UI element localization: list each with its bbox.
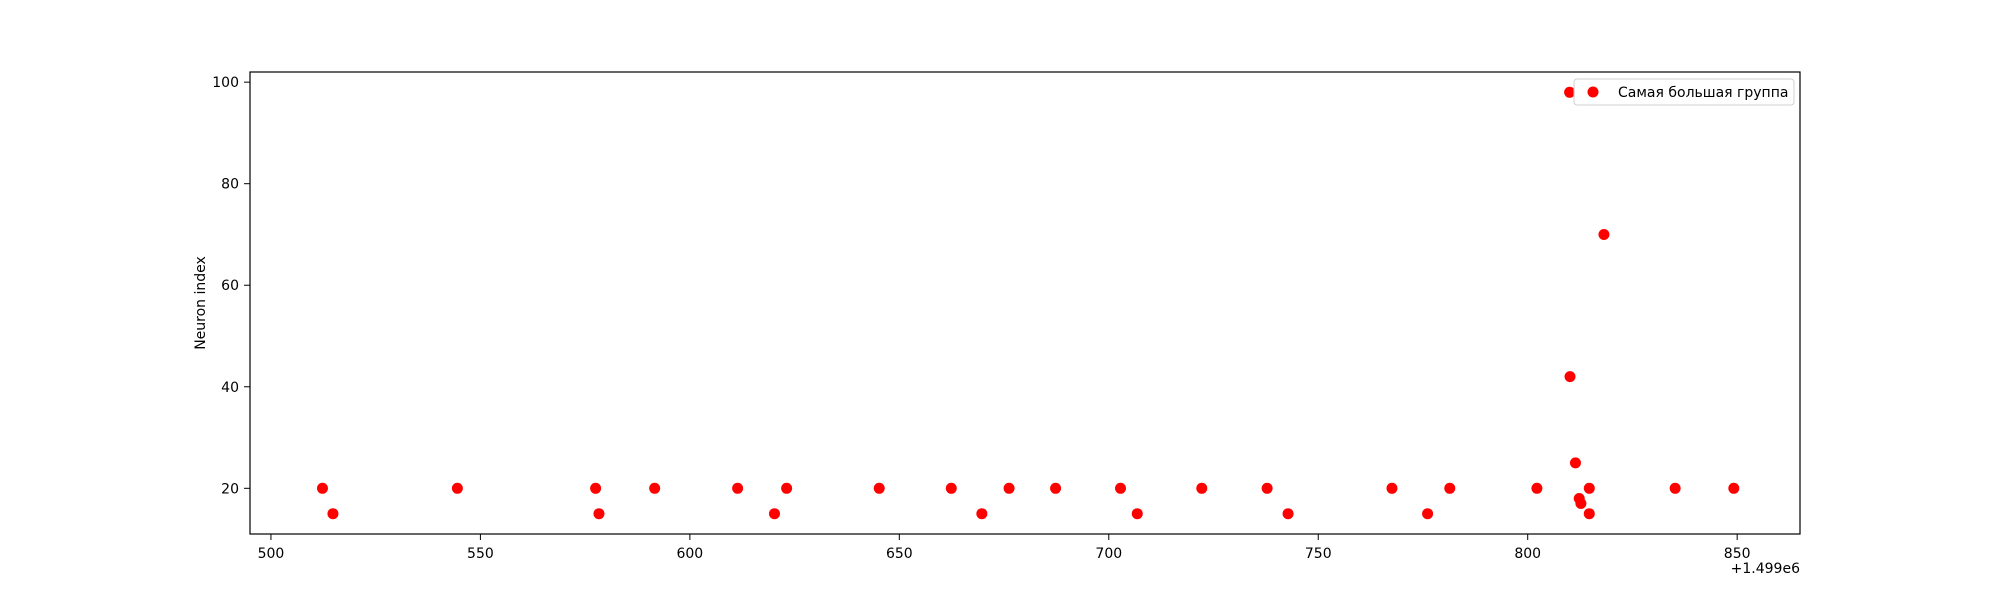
scatter-point	[1564, 86, 1576, 98]
scatter-point	[768, 508, 780, 520]
x-tick-label: 750	[1305, 546, 1332, 562]
x-tick-label: 700	[1095, 546, 1122, 562]
scatter-point	[1728, 482, 1740, 494]
y-tick-label: 100	[212, 75, 239, 91]
scatter-point	[781, 482, 793, 494]
x-tick-label: 600	[676, 546, 703, 562]
scatter-point	[1575, 498, 1587, 510]
scatter-point	[873, 482, 885, 494]
scatter-point	[1386, 482, 1398, 494]
x-tick-label: 500	[258, 546, 285, 562]
scatter-point	[1598, 228, 1610, 240]
axis-ticks: 500 550 600 650 700 750 800 850 20 40 60 80 100	[212, 75, 1750, 562]
y-tick-label: 80	[221, 177, 239, 193]
legend-entry-label: Самая большая группа	[1618, 85, 1788, 101]
y-tick-label: 40	[221, 380, 239, 396]
y-tick-label: 60	[221, 278, 239, 294]
legend: Самая большая группа	[1573, 78, 1795, 106]
scatter-point	[327, 508, 339, 520]
x-tick-label: 850	[1724, 546, 1751, 562]
scatter-point	[1261, 482, 1273, 494]
scatter-point	[590, 482, 602, 494]
scatter-point	[1583, 508, 1595, 520]
scatter-point	[976, 508, 988, 520]
scatter-point	[1115, 482, 1127, 494]
scatter-point	[1569, 457, 1581, 469]
scatter-point	[1669, 482, 1681, 494]
scatter-point	[1422, 508, 1434, 520]
scatter-point	[1003, 482, 1015, 494]
scatter-point	[1282, 508, 1294, 520]
scatter-point	[1050, 482, 1062, 494]
scatter-point	[649, 482, 661, 494]
scatter-point	[1131, 508, 1143, 520]
scatter-point	[945, 482, 957, 494]
plot-area-frame	[249, 71, 1801, 535]
legend-marker	[1587, 86, 1599, 98]
scatter-point	[1564, 371, 1576, 383]
scatter-point	[1583, 482, 1595, 494]
legend-box	[1573, 78, 1795, 106]
x-tick-label: 650	[886, 546, 913, 562]
scatter-point	[316, 482, 328, 494]
scatter-point	[451, 482, 463, 494]
scatter-point	[1196, 482, 1208, 494]
y-tick-label: 20	[221, 481, 239, 497]
x-axis-offset-label: +1.499e6	[1731, 561, 1800, 577]
scatter-point	[1444, 482, 1456, 494]
y-axis-label: Neuron index	[193, 256, 209, 350]
x-tick-label: 800	[1514, 546, 1541, 562]
scatter-points	[316, 86, 1740, 520]
scatter-point	[593, 508, 605, 520]
scatter-point	[732, 482, 744, 494]
x-tick-label: 550	[467, 546, 494, 562]
scatter-point	[1531, 482, 1543, 494]
